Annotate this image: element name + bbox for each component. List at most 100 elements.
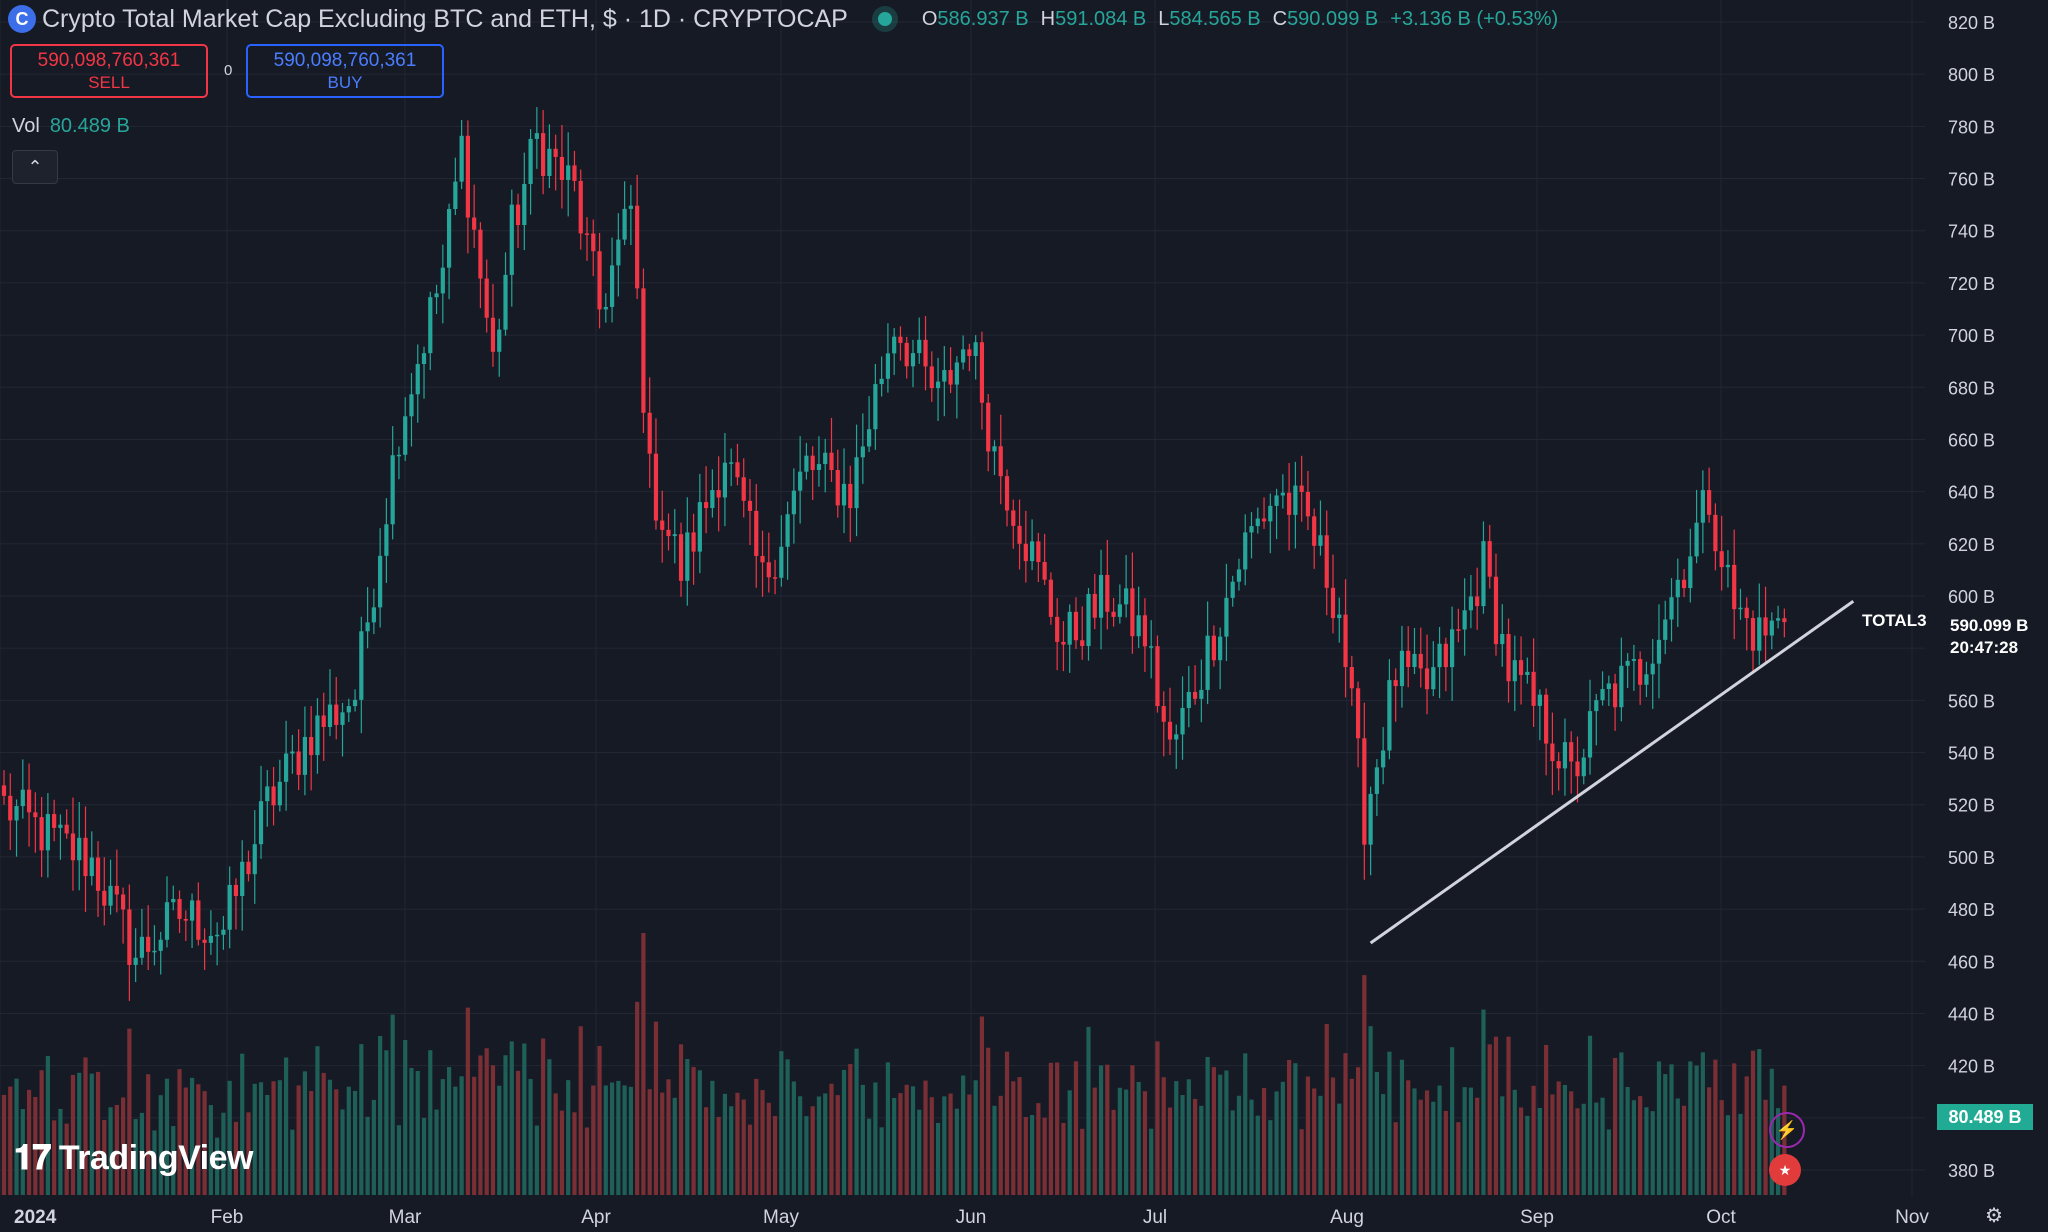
candle-body [798, 471, 803, 491]
volume-bar [904, 1084, 909, 1195]
volume-bar [434, 1109, 439, 1195]
volume-bar [1098, 1065, 1104, 1195]
candle-body [1293, 485, 1298, 515]
candle-body [196, 900, 201, 940]
candle-body [522, 183, 527, 226]
candle-body [277, 781, 282, 806]
open-value: 586.937 B [937, 7, 1029, 30]
candle-body [1631, 659, 1637, 661]
volume-bar [1450, 1047, 1455, 1195]
candle-body [967, 349, 972, 356]
candle-body [1061, 641, 1066, 645]
volume-bar [472, 1076, 477, 1195]
volume-bar [340, 1109, 345, 1195]
volume-bar [265, 1094, 270, 1195]
low-label: L [1158, 7, 1170, 30]
volume-bar [616, 1080, 621, 1195]
volume-bar [1456, 1122, 1461, 1195]
volume-bar [1073, 1061, 1079, 1195]
candle-body [942, 370, 947, 382]
candle-body [1086, 593, 1091, 647]
candle-body [1688, 556, 1693, 589]
candle-body [867, 429, 872, 447]
candle-body [1004, 476, 1010, 511]
open-label: O [921, 7, 938, 30]
candle-body [58, 824, 63, 828]
volume-bar [1362, 975, 1367, 1195]
candle-body [70, 833, 76, 861]
candle-body [1098, 574, 1104, 618]
candle-body [816, 464, 822, 470]
candle-body [1700, 490, 1705, 523]
candle-body [910, 353, 916, 367]
candle-body [647, 412, 652, 454]
volume-bar [528, 1078, 533, 1195]
chevron-up-icon: ⌃ [27, 156, 43, 177]
candle-body [873, 384, 878, 430]
volume-bar [283, 1057, 289, 1195]
volume-bar [929, 1097, 934, 1195]
volume-bar [1180, 1095, 1185, 1195]
crypto-cap-icon[interactable]: C [8, 5, 36, 33]
volume-bar [271, 1081, 276, 1195]
trendline-label: TOTAL3 [1862, 611, 1927, 630]
candle-body [321, 715, 326, 727]
volume-bar [1261, 1088, 1267, 1195]
volume-bar [58, 1108, 63, 1195]
us-flag-icon[interactable]: ★ [1769, 1154, 1801, 1186]
volume-bar [973, 1080, 978, 1195]
buy-button[interactable]: 590,098,760,361 BUY [246, 44, 444, 98]
gear-icon[interactable]: ⚙ [1985, 1205, 2003, 1227]
candle-body [1355, 688, 1361, 739]
volume-bar [1080, 1128, 1085, 1195]
volume-bar [1111, 1109, 1116, 1195]
market-status-icon [877, 12, 892, 26]
candle-body [1130, 588, 1135, 637]
volume-bar [1230, 1110, 1235, 1195]
candle-body [1387, 680, 1392, 751]
volume-bar [829, 1083, 834, 1195]
volume-bar [1681, 1105, 1687, 1195]
chart-title[interactable]: Crypto Total Market Cap Excluding BTC an… [42, 4, 848, 33]
volume-bar [691, 1067, 696, 1195]
volume-bar [628, 1086, 633, 1195]
candle-body [1111, 611, 1116, 617]
candle-body [171, 898, 176, 903]
volume-bar [1650, 1111, 1655, 1195]
candle-body [1117, 604, 1122, 617]
volume-bar [1424, 1090, 1430, 1195]
candle-body [1738, 607, 1743, 610]
candle-body [578, 180, 583, 234]
candle-body [1224, 597, 1229, 637]
volume-bar [1117, 1087, 1122, 1195]
volume-bar [979, 1016, 985, 1195]
flash-icon[interactable]: ⚡ [1769, 1112, 1805, 1148]
volume-bar [1562, 1085, 1568, 1195]
volume-bar [1581, 1103, 1586, 1195]
sell-button[interactable]: 590,098,760,361 SELL [10, 44, 208, 98]
time-axis: 2024 Feb Mar Apr May Jun Jul Aug Sep Oct Nov [14, 1207, 1929, 1228]
volume-bar [1688, 1061, 1693, 1195]
volume-bar [741, 1099, 746, 1195]
candle-body [146, 936, 151, 952]
x-tick-label: May [763, 1207, 799, 1228]
volume-bar [672, 1097, 677, 1195]
tradingview-logo[interactable]: 𝟏𝟕 TradingView [14, 1138, 253, 1178]
volume-bar [1700, 1052, 1705, 1195]
volume-bar [578, 1026, 583, 1195]
collapse-legend-button[interactable]: ⌃ [12, 150, 58, 184]
volume-bar [685, 1059, 690, 1195]
candle-body [1518, 660, 1524, 676]
candle-body [121, 894, 126, 910]
volume-bar [415, 1070, 420, 1195]
volume-bar [1431, 1101, 1436, 1195]
volume-bar [1055, 1062, 1060, 1195]
volume-bar [14, 1078, 19, 1195]
volume-bar [352, 1090, 358, 1195]
volume-bar [277, 1080, 282, 1195]
volume-bar [1594, 1102, 1599, 1195]
candle-body [509, 204, 514, 275]
candle-body [158, 939, 163, 951]
volume-legend[interactable]: Vol 80.489 B [12, 115, 130, 138]
